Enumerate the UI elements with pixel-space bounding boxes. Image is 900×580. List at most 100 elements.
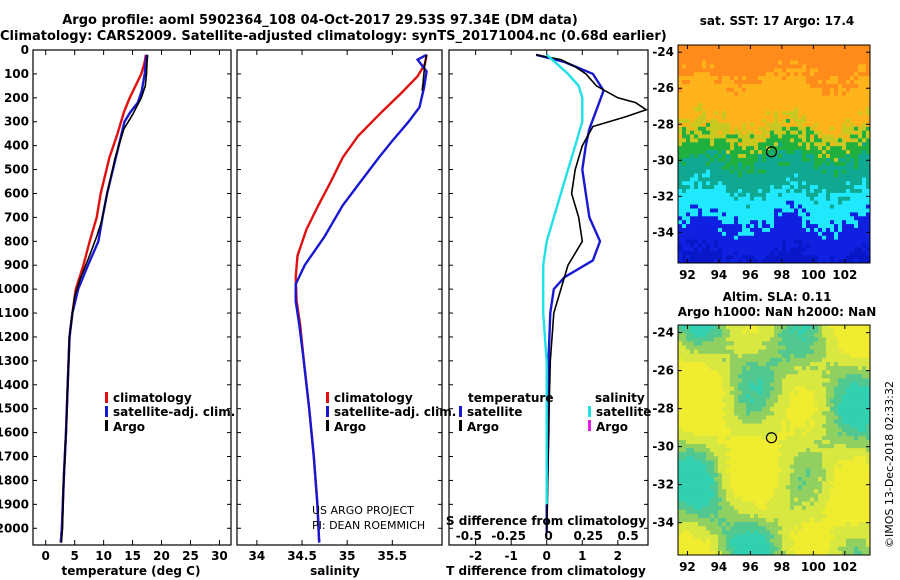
map-cell [758,142,763,147]
map-cell [842,80,847,85]
map-cell [854,337,859,342]
map-cell [738,134,743,139]
map-cell [722,157,727,163]
map-cell [770,56,775,62]
map-cell [850,134,855,139]
map-cell [714,72,719,77]
map-cell [834,91,839,97]
map-cell [858,382,863,388]
map-cell [798,431,803,437]
map-cell [766,216,771,221]
map-cell [726,173,731,178]
map-cell [846,72,851,77]
map-cell [814,349,819,355]
map-cell [850,477,855,482]
map-cell [806,440,811,445]
map-cell [858,185,863,190]
map2-title-line2: Argo h1000: NaN h2000: NaN [678,305,877,319]
map-cell [682,247,687,252]
map-cell [814,448,819,453]
map-cell [726,435,731,441]
map-cell [702,150,707,155]
map-cell [854,48,859,54]
map-cell [730,80,735,85]
map-cell [694,337,699,342]
map-cell [762,493,767,499]
map-cell [722,345,727,351]
map-cell [794,427,799,433]
map-cell [754,390,759,396]
map-cell [814,87,819,93]
map-cell [722,448,727,453]
map-cell [682,341,687,347]
map-cell [762,142,767,147]
map-cell [810,345,815,351]
map-cell [774,204,779,210]
map-cell [858,485,863,490]
map-cell [830,111,835,116]
map-cell [682,427,687,433]
map-cell [682,370,687,375]
map-cell [682,489,687,494]
map-cell [686,99,691,104]
map-cell [810,208,815,213]
map-cell [782,146,787,151]
credit-line1: US ARGO PROJECT [312,504,414,517]
map-cell [762,185,767,190]
map-cell [706,200,711,206]
map-cell [718,235,723,241]
map-cell [830,239,835,245]
map-cell [702,224,707,229]
map-cell [814,111,819,116]
map-cell [762,173,767,178]
map-cell [790,235,795,241]
map-cell [714,239,719,245]
map-cell [822,374,827,379]
map-cell [802,56,807,62]
map-cell [830,45,835,50]
map-cell [802,165,807,171]
map-cell [778,91,783,97]
map-cell [862,192,867,198]
map-cell [754,341,759,347]
map-cell [842,407,847,412]
map-cell [778,216,783,221]
map-cell [742,374,747,379]
map-cell [830,138,835,143]
map-cell [774,423,779,429]
map-cell [726,72,731,77]
map-cell [818,154,823,159]
map-cell [706,119,711,124]
map-cell [810,378,815,384]
map-cell [762,448,767,453]
map-cell [710,87,715,93]
map-cell [698,165,703,171]
map-cell [778,192,783,198]
map-cell [802,382,807,388]
map-cell [810,83,815,89]
map-cell [838,150,843,155]
map-cell [810,403,815,408]
map-cell [698,431,703,437]
map-cell [730,259,735,263]
map-cell [846,251,851,256]
map-cell [722,95,727,101]
map-cell [678,349,683,355]
map-cell [830,196,835,202]
map-cell [846,165,851,171]
map-cell [702,472,707,478]
map-cell [838,362,843,367]
map-cell [790,48,795,54]
map-cell [826,138,831,143]
map-cell [842,243,847,248]
map-cell [866,99,870,104]
map-cell [734,349,739,355]
map-cell [730,440,735,445]
map-cell [738,407,743,412]
map-cell [718,472,723,478]
map-cell [774,353,779,359]
map-cell [730,386,735,392]
map-cell [838,448,843,453]
map-cell [686,431,691,437]
map-cell [690,68,695,73]
